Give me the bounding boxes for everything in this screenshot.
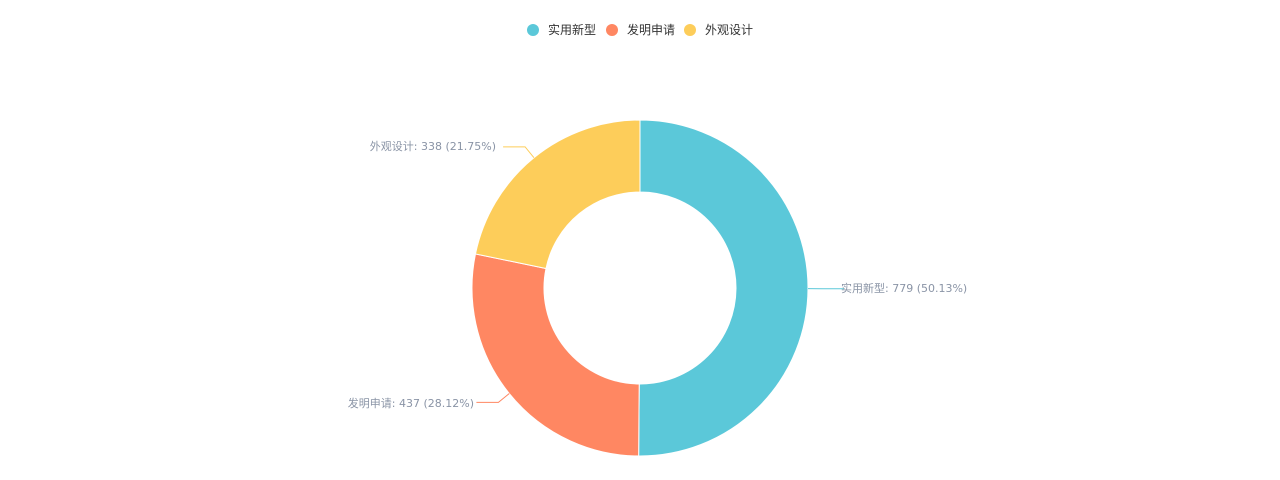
legend-item-utility-model[interactable]: 实用新型	[527, 22, 596, 37]
legend-label-utility-model: 实用新型	[548, 22, 596, 37]
donut-slices	[471, 119, 809, 457]
slice-utility-model[interactable]	[638, 119, 809, 457]
label-leader-lines	[476, 146, 844, 403]
legend-item-design[interactable]: 外观设计	[684, 23, 753, 37]
leader-line-invention	[476, 393, 510, 403]
legend-label-design: 外观设计	[705, 23, 753, 37]
legend-label-invention: 发明申请	[627, 22, 675, 37]
legend-marker-invention	[606, 24, 618, 36]
chart-legend: 实用新型 发明申请 外观设计	[527, 22, 753, 37]
slice-design[interactable]	[474, 119, 641, 270]
slice-labels: 实用新型: 779 (50.13%) 发明申请: 437 (28.12%) 外观…	[348, 140, 967, 410]
slice-label-invention: 发明申请: 437 (28.12%)	[348, 396, 474, 410]
legend-marker-utility-model	[527, 24, 539, 36]
legend-item-invention[interactable]: 发明申请	[606, 22, 675, 37]
slice-invention[interactable]	[471, 253, 640, 457]
leader-line-design	[503, 146, 535, 159]
slice-label-utility-model: 实用新型: 779 (50.13%)	[841, 281, 967, 295]
legend-marker-design	[684, 24, 696, 36]
slice-label-design: 外观设计: 338 (21.75%)	[370, 140, 496, 153]
